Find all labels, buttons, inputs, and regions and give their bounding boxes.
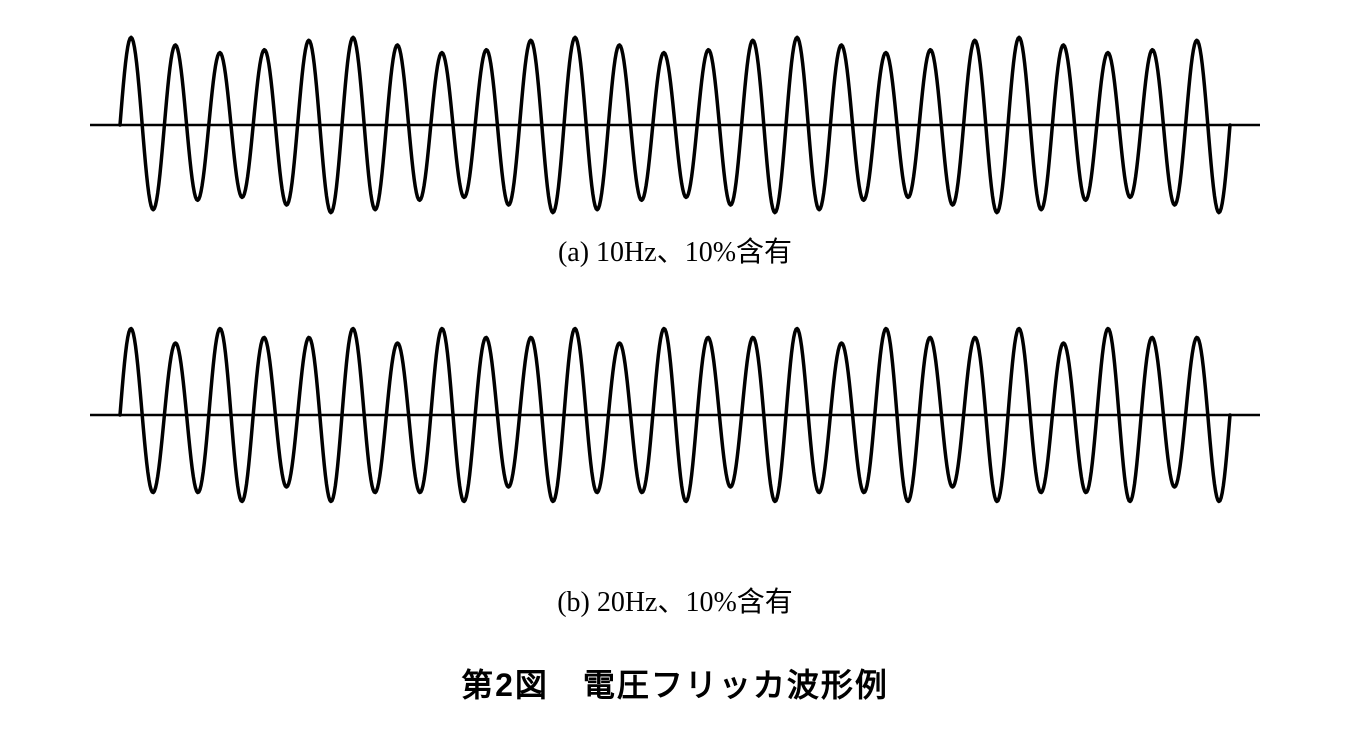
caption-a: (a) 10Hz、10%含有 [0,230,1350,270]
caption-b: (b) 20Hz、10%含有 [0,580,1350,620]
waveform-panel-b [90,320,1260,510]
waveform-svg-b [90,320,1260,510]
waveform-svg-a [90,30,1260,220]
figure-container: (a) 10Hz、10%含有 (b) 20Hz、10%含有 第2図 電圧フリッカ… [0,0,1350,744]
waveform-panel-a [90,30,1260,220]
figure-title: 第2図 電圧フリッカ波形例 [0,660,1350,706]
